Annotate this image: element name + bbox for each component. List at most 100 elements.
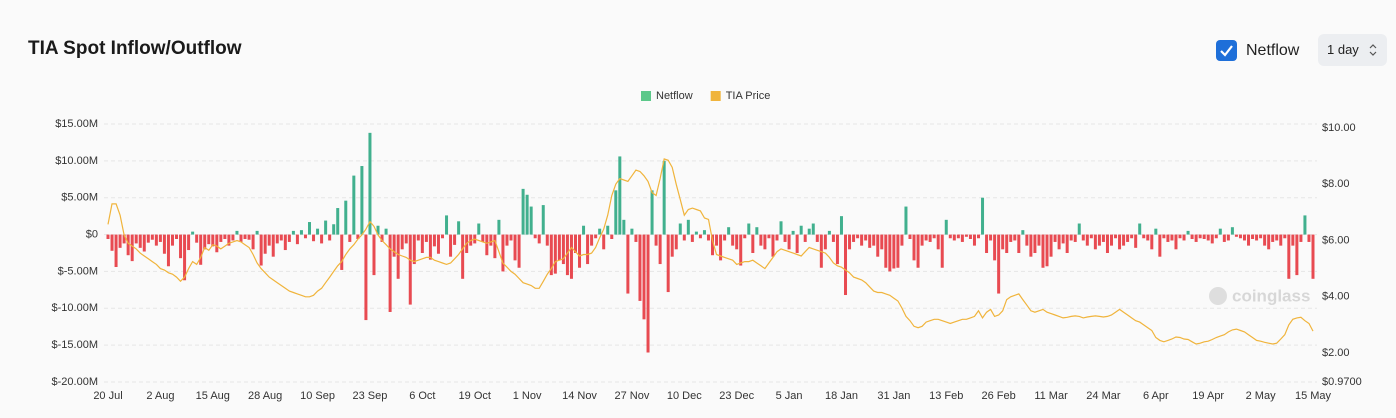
bar [956,234,960,239]
bar [557,234,561,261]
x-tick-label: 19 Oct [459,390,491,402]
bar [787,234,791,250]
y-tick-label: $-10.00M [52,302,98,314]
bar [1238,234,1242,239]
bar [1105,234,1109,253]
price-line [107,158,1314,345]
bar [1122,234,1126,246]
bar [1299,234,1303,242]
bar [763,234,767,250]
bar [1190,234,1194,239]
bar [1005,234,1009,253]
bar [380,234,384,242]
bar [968,234,972,239]
bar [352,175,356,235]
bar [481,234,485,242]
bar [598,228,602,235]
bar [279,234,283,241]
bar [195,234,199,243]
bar [175,234,179,239]
bar [1130,234,1134,239]
x-tick-label: 20 Jul [93,390,122,402]
bar [170,234,174,246]
bar [396,234,400,279]
bar [239,234,243,242]
y-tick-label: $0 [86,228,98,240]
bar [517,234,521,268]
bar [501,234,505,272]
bar [166,234,170,267]
bar [215,234,219,253]
bar [1154,228,1158,235]
chevron-icon [1369,44,1377,56]
bar [110,234,114,251]
bar [477,223,481,235]
bar [138,234,142,248]
bar [747,223,751,235]
bar [815,234,819,242]
bar [823,234,827,250]
bar [646,234,650,353]
bar [324,220,328,235]
x-tick-label: 13 Feb [929,390,963,402]
bar [807,228,811,235]
interval-dropdown[interactable]: 1 day [1318,34,1387,66]
bar [1255,234,1259,241]
bar [985,234,989,253]
bar [525,194,529,235]
y2-tick-label: $10.00 [1322,122,1356,134]
bar [453,234,457,245]
bar [183,234,187,281]
bar [1158,234,1162,257]
y2-tick-label: $2.00 [1322,347,1350,359]
bar [283,234,287,251]
legend-swatch [710,91,721,101]
bar [839,216,843,235]
netflow-checkbox[interactable] [1216,40,1237,61]
bar [561,234,565,265]
checkbox-label[interactable]: Netflow [1246,42,1300,59]
x-tick-label: 10 Dec [667,390,702,402]
bar [1247,234,1251,246]
bar [912,234,916,261]
bar [158,234,162,242]
bar [831,234,835,242]
bar [191,231,195,235]
bar [521,188,525,235]
bar [1202,234,1206,239]
bar [344,200,348,235]
bar [610,234,614,239]
x-tick-label: 6 Apr [1143,390,1169,402]
bar [578,234,582,268]
bar [827,230,831,235]
y2-tick-label: $4.00 [1322,291,1350,303]
bar [960,234,964,242]
bar [682,234,686,241]
bar [1186,230,1190,235]
y-tick-label: $5.00M [61,192,98,204]
bar [1210,234,1214,244]
bar [1077,223,1081,235]
bar [255,230,259,235]
bar [199,234,203,265]
bar [928,234,932,242]
bar [743,234,747,239]
y-tick-label: $-5.00M [58,265,98,277]
bar [586,234,590,265]
bar [981,197,985,235]
bar [489,234,493,246]
bar [1263,234,1267,246]
legend-swatch [641,91,651,101]
bar [428,234,432,260]
x-tick-label: 2 May [1246,390,1276,402]
bar [432,234,436,247]
bar [295,234,299,245]
bar [1311,234,1315,279]
bar [1138,223,1142,235]
x-tick-label: 5 Jan [776,390,803,402]
bar [400,234,404,250]
bar [1041,234,1045,268]
bar [1013,234,1017,241]
bar [372,234,376,276]
bar [799,225,803,235]
